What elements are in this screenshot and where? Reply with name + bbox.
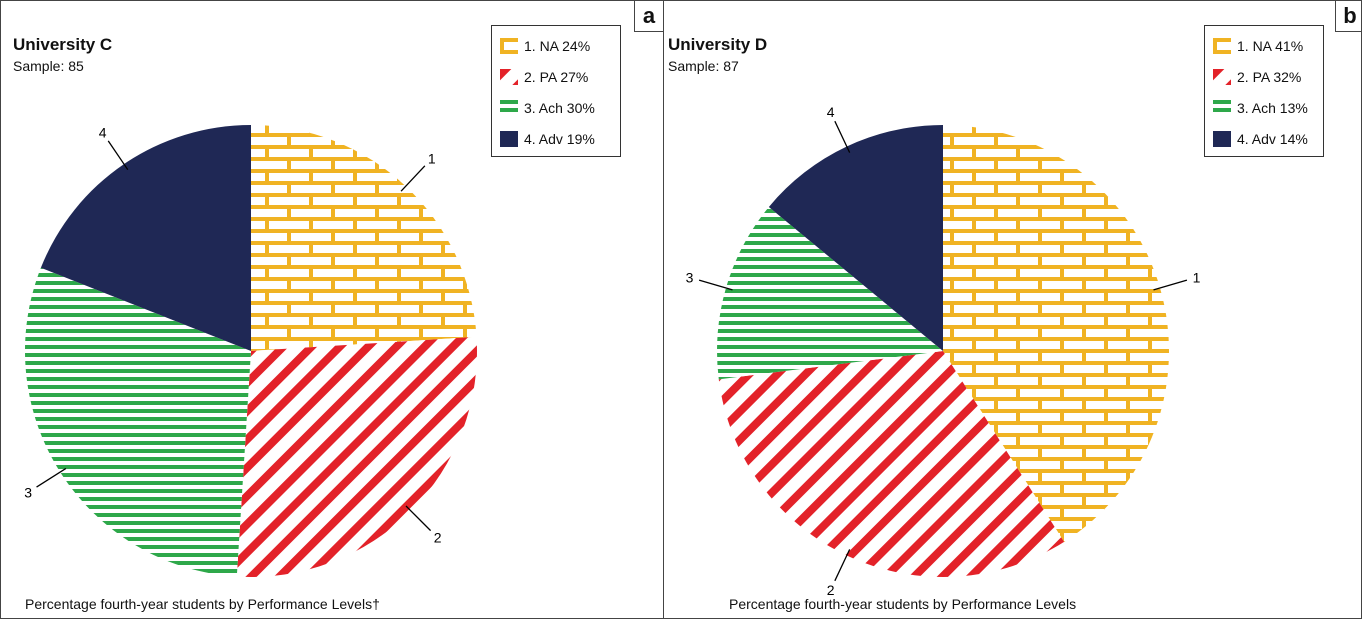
panel-label: b (1335, 1, 1361, 32)
legend-swatch (500, 37, 518, 54)
slice-label: 4 (827, 104, 835, 120)
legend-item-adv: 4. Adv 14% (1213, 123, 1317, 154)
leader-line (400, 165, 426, 192)
legend-swatch (500, 99, 518, 116)
slice-label: 4 (99, 125, 107, 141)
chart-subtitle: Sample: 85 (13, 58, 84, 74)
legend-label: 1. NA 41% (1237, 37, 1304, 54)
legend-label: 2. PA 32% (1237, 68, 1302, 85)
legend-item-na: 1. NA 24% (500, 30, 614, 61)
pie-slice-adv (768, 125, 943, 351)
pie-chart: 1 2 3 4 (686, 104, 1201, 598)
legend-item-pa: 2. PA 27% (500, 61, 614, 92)
legend-item-na: 1. NA 41% (1213, 30, 1317, 61)
pie-slice-na (943, 125, 1170, 542)
legend-swatch (500, 130, 518, 147)
chart-panel-b: b University D Sample: 87 1 2 3 4 1. NA 41%… (663, 0, 1362, 619)
slice-label: 2 (827, 582, 835, 598)
legend-label: 4. Adv 19% (524, 130, 595, 147)
pie-chart: 1 2 3 4 (24, 125, 477, 577)
legend-swatch (1213, 130, 1231, 147)
legend-swatch (1213, 37, 1231, 54)
chart-subtitle: Sample: 87 (668, 58, 739, 74)
legend-label: 1. NA 24% (524, 37, 591, 54)
legend-item-pa: 2. PA 32% (1213, 61, 1317, 92)
slice-label: 1 (1193, 269, 1201, 285)
slice-label: 3 (686, 269, 694, 285)
legend: 1. NA 24% 2. PA 27% 3. Ach 30% 4. Adv 19% (491, 25, 621, 157)
leader-line (1153, 279, 1188, 291)
chart-panel-a: a University C Sample: 85 1 2 3 4 1. NA 24%… (0, 0, 664, 619)
legend-label: 3. Ach 13% (1237, 99, 1308, 116)
legend-swatch (500, 68, 518, 85)
leader-line (107, 140, 129, 171)
legend-item-ach: 3. Ach 30% (500, 92, 614, 123)
panel-label: a (634, 1, 663, 32)
chart-footnote: Percentage fourth-year students by Perfo… (25, 596, 380, 612)
pie-slice-na (251, 125, 477, 351)
chart-footnote: Percentage fourth-year students by Perfo… (729, 596, 1077, 612)
pie-slice-adv (40, 125, 252, 351)
slice-label: 1 (428, 151, 436, 167)
slice-label: 2 (434, 530, 442, 546)
legend-item-ach: 3. Ach 13% (1213, 92, 1317, 123)
leader-line (834, 549, 851, 582)
pie-slice-pa (236, 336, 477, 577)
slice-label: 3 (24, 484, 32, 500)
legend-item-adv: 4. Adv 19% (500, 123, 614, 154)
pie-slice-ach (24, 267, 251, 577)
legend-label: 4. Adv 14% (1237, 130, 1308, 147)
leader-line (834, 120, 851, 153)
chart-title: University D (668, 35, 768, 54)
legend-label: 2. PA 27% (524, 68, 589, 85)
chart-title: University C (13, 35, 113, 54)
leader-line (36, 467, 67, 488)
leader-line (405, 505, 432, 532)
pie-slice-pa (718, 351, 1065, 578)
leader-line (698, 279, 733, 291)
legend-swatch (1213, 68, 1231, 85)
legend: 1. NA 41% 2. PA 32% 3. Ach 13% 4. Adv 14% (1204, 25, 1324, 157)
legend-label: 3. Ach 30% (524, 99, 595, 116)
legend-swatch (1213, 99, 1231, 116)
pie-slice-ach (716, 206, 943, 380)
